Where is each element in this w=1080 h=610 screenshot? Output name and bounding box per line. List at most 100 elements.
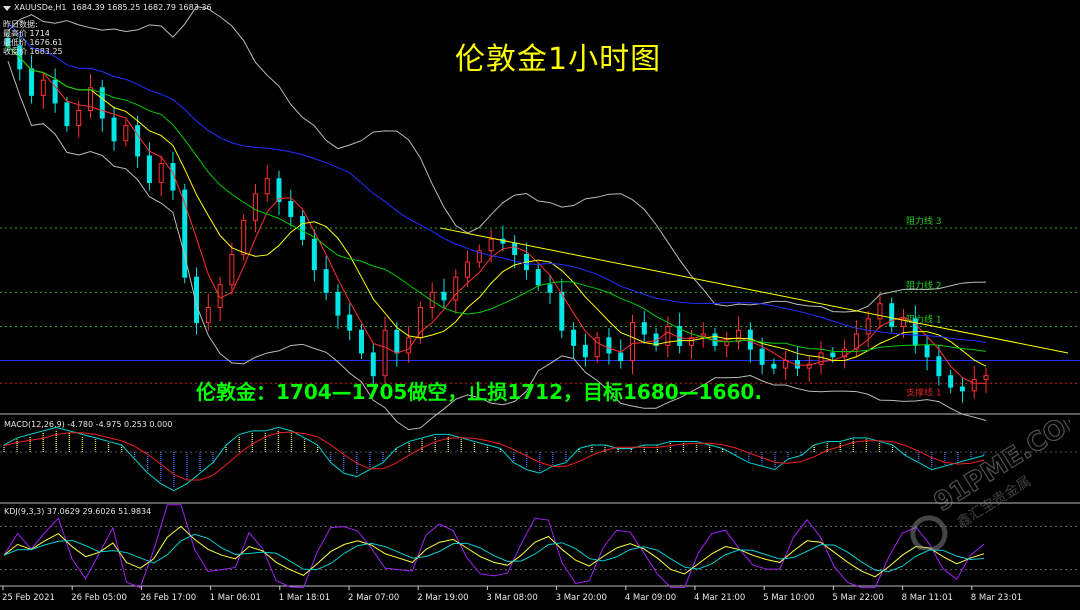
candle-body [300, 216, 306, 240]
candle-body [465, 261, 471, 278]
ma-slow-line [7, 45, 987, 353]
kdj-label: KDJ(9,3,3) 37.0629 29.6026 51.9834 [4, 507, 152, 516]
x-tick-label: 4 Mar 21:00 [694, 593, 745, 603]
candle-body [594, 337, 600, 358]
candle-body [948, 375, 954, 388]
prev-close: 收盘价 1683.25 [3, 47, 63, 56]
chart-title: 伦敦金1小时图 [455, 42, 662, 77]
candle-body [382, 329, 388, 377]
candle-body [441, 291, 447, 301]
x-tick-label: 26 Feb 17:00 [140, 593, 196, 603]
macd-line [3, 426, 985, 492]
candle-body [347, 314, 353, 331]
trade-note: 伦敦金：1704—1705做空，止损1712，目标1680—1660. [196, 380, 762, 404]
x-tick-label: 1 Mar 18:01 [279, 593, 330, 603]
ma-mid-line [7, 45, 987, 367]
candle-body [229, 253, 235, 286]
candle-body [335, 291, 341, 316]
x-axis: 25 Feb 2021 26 Feb 05:00 26 Feb 17:00 1 Mar… [2, 586, 1022, 603]
candle-body [52, 79, 58, 104]
x-tick-label: 26 Feb 05:00 [71, 593, 127, 603]
candle-body [901, 318, 907, 327]
candle-body [87, 87, 93, 112]
prev-day-title: 昨日数据: [3, 20, 38, 29]
candle-body [311, 238, 317, 271]
candle-body [217, 284, 223, 308]
dropdown-triangle-icon[interactable] [3, 6, 11, 11]
candle-body [323, 269, 329, 293]
macd-label: MACD(12,26,9) -4.780 -4.975 0.253 0.000 [4, 420, 173, 429]
x-tick-label: 4 Mar 09:00 [625, 593, 676, 603]
candle-body [865, 318, 871, 335]
support-line-label: 支撑线 1 [906, 386, 942, 398]
macd-panel [0, 426, 1080, 492]
ma-fast-line [7, 45, 986, 384]
x-tick-label: 3 Mar 08:00 [486, 593, 537, 603]
candle-body [630, 322, 636, 362]
candle-body [759, 348, 765, 365]
candle-body [406, 337, 412, 354]
trend-line [439, 227, 1069, 354]
candle-body [818, 352, 824, 365]
x-tick-label: 8 Mar 23:01 [971, 593, 1022, 603]
candle-body [417, 307, 423, 339]
x-tick-label: 3 Mar 20:00 [556, 593, 607, 603]
candle-body [971, 378, 977, 392]
resistance-line-label: 阻力线 2 [906, 279, 942, 291]
candle-body [264, 178, 270, 195]
candle-body [889, 303, 895, 327]
candle-body [877, 303, 883, 320]
candle-body [288, 200, 294, 218]
candle-body [936, 356, 942, 377]
candle-body [370, 352, 376, 377]
kdj-j-line [3, 504, 985, 589]
candle-body [123, 125, 129, 142]
symbol-timeframe: XAUUSDe,H1 [14, 3, 67, 12]
candle-body [252, 193, 258, 221]
candle-body [571, 329, 577, 346]
prev-low: 最低价 1676.61 [3, 38, 63, 47]
candle-body [135, 125, 141, 157]
candle-body [677, 325, 683, 346]
prev-day-info: 昨日数据: 最高价 1714 最低价 1676.61 收盘价 1683.25 [3, 20, 63, 56]
candle-body [158, 163, 164, 183]
candle-body [959, 386, 965, 392]
macd-signal-line [3, 431, 985, 481]
candle-body [618, 352, 624, 362]
candle-body [194, 276, 200, 324]
candle-body [806, 363, 812, 369]
candle-body [488, 238, 494, 252]
x-tick-label: 2 Mar 19:00 [417, 593, 468, 603]
ma-long-line [7, 23, 987, 344]
candle-body [853, 333, 859, 350]
kdj-d-line [3, 533, 985, 573]
kdj-panel [0, 504, 1080, 589]
bollinger-lower-line [7, 61, 987, 431]
bollinger-upper-line [7, 5, 987, 313]
prev-high: 最高价 1714 [3, 29, 50, 38]
candle-body [736, 329, 742, 343]
candle-body [111, 117, 117, 142]
candle-body [394, 329, 400, 354]
kdj-k-line [3, 525, 985, 578]
candle-body [842, 348, 848, 358]
candle-body [40, 79, 46, 96]
candle-body [76, 110, 82, 127]
x-tick-label: 2 Mar 07:00 [348, 593, 399, 603]
ohlc-values: 1684.39 1685.25 1682.79 1683.36 [71, 3, 212, 12]
candle-body [476, 250, 482, 263]
candle-body [99, 87, 105, 119]
candle-body [924, 344, 930, 358]
candle-body [771, 363, 777, 369]
candle-body [182, 189, 188, 278]
candle-body [783, 360, 789, 369]
candle-body [358, 329, 364, 354]
x-tick-label: 25 Feb 2021 [2, 593, 55, 603]
candle-body [146, 155, 152, 183]
candle-body [64, 102, 70, 127]
candle-body [205, 307, 211, 324]
candle-body [559, 291, 565, 331]
resistance-line-label: 阻力线 3 [906, 215, 942, 227]
